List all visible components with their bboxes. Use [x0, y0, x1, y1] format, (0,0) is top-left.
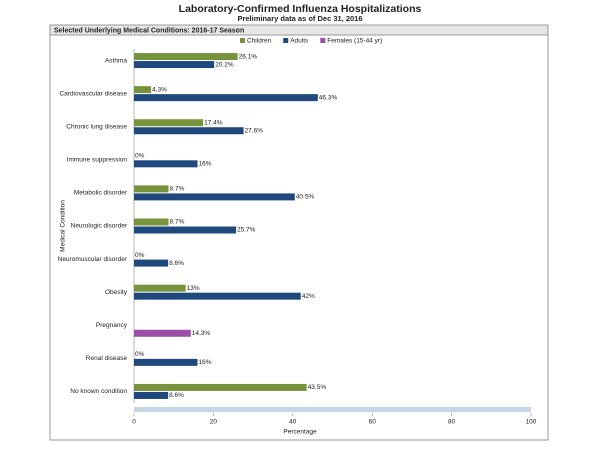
bar: [134, 292, 301, 300]
x-tick-label: 40: [289, 419, 297, 426]
y-tick-label: Neurologic disorder: [71, 223, 128, 230]
chart-subtitle: Preliminary data as of Dec 31, 2016: [237, 14, 362, 23]
value-label: 4.3%: [152, 86, 167, 93]
x-tick-label: 60: [369, 419, 377, 426]
value-label: 8.6%: [169, 260, 184, 267]
panel: [49, 24, 549, 441]
value-label: 20.2%: [215, 61, 234, 68]
bar: [134, 53, 238, 61]
legend-swatch: [283, 38, 289, 43]
value-label: 27.6%: [245, 127, 264, 134]
legend-label: Females (15-44 yr): [327, 38, 382, 45]
y-tick-label: Cardiovascular disease: [59, 90, 127, 97]
value-label: 8.6%: [169, 392, 184, 399]
value-label: 46.3%: [319, 94, 338, 101]
chart-title: Laboratory-Confirmed Influenza Hospitali…: [179, 3, 422, 15]
x-tick-label: 20: [210, 419, 218, 426]
value-label: 25.7%: [237, 227, 256, 234]
y-tick-label: Renal disease: [86, 355, 128, 362]
y-tick-label: Immune suppression: [67, 157, 128, 164]
bar: [134, 329, 191, 337]
value-label: 16%: [199, 161, 212, 168]
y-axis-label: Medical Condition: [60, 200, 67, 252]
bar: [134, 391, 169, 399]
bar: [134, 94, 318, 102]
value-label: 0%: [135, 153, 145, 160]
bar: [134, 119, 204, 127]
bar: [134, 61, 215, 69]
value-label: 14.3%: [192, 330, 211, 337]
bar: [134, 185, 169, 193]
legend-label: Children: [247, 38, 272, 45]
bar: [134, 259, 169, 267]
bar: [134, 127, 244, 135]
x-axis-label: Percentage: [283, 429, 317, 436]
x-tick-label: 100: [526, 419, 537, 426]
value-label: 42%: [302, 293, 315, 300]
value-label: 0%: [135, 252, 145, 259]
bar: [134, 86, 152, 94]
x-tick-label: 0: [132, 419, 136, 426]
legend-swatch: [240, 38, 245, 43]
value-label: 43.5%: [308, 384, 327, 391]
value-label: 17.4%: [204, 119, 223, 126]
bar: [134, 383, 307, 391]
bar: [134, 226, 237, 234]
y-tick-label: Obesity: [105, 289, 128, 296]
y-tick-label: Pregnancy: [96, 322, 128, 329]
y-tick-label: Chronic lung disease: [66, 123, 127, 130]
y-tick-label: Metabolic disorder: [74, 190, 128, 197]
y-tick-label: No known condition: [70, 388, 127, 395]
legend-swatch: [320, 38, 326, 43]
value-label: 8.7%: [170, 186, 185, 193]
value-label: 26.1%: [239, 53, 258, 60]
bar: [134, 218, 169, 226]
y-tick-label: Asthma: [105, 57, 127, 64]
panel-header: [49, 24, 549, 36]
legend-label: Adults: [290, 38, 309, 45]
bar: [134, 160, 198, 168]
value-label: 16%: [199, 359, 212, 366]
value-label: 40.5%: [296, 194, 315, 201]
y-tick-label: Neuromuscular disorder: [58, 256, 128, 263]
bar: [134, 284, 186, 292]
value-label: 8.7%: [170, 219, 185, 226]
panel-title: Selected Underlying Medical Conditions: …: [54, 27, 244, 34]
value-label: 13%: [187, 285, 200, 292]
x-tick-label: 80: [448, 419, 456, 426]
bar: [134, 193, 295, 201]
bar: [134, 358, 198, 366]
value-label: 0%: [135, 351, 145, 358]
scroll-bar: [134, 407, 531, 412]
